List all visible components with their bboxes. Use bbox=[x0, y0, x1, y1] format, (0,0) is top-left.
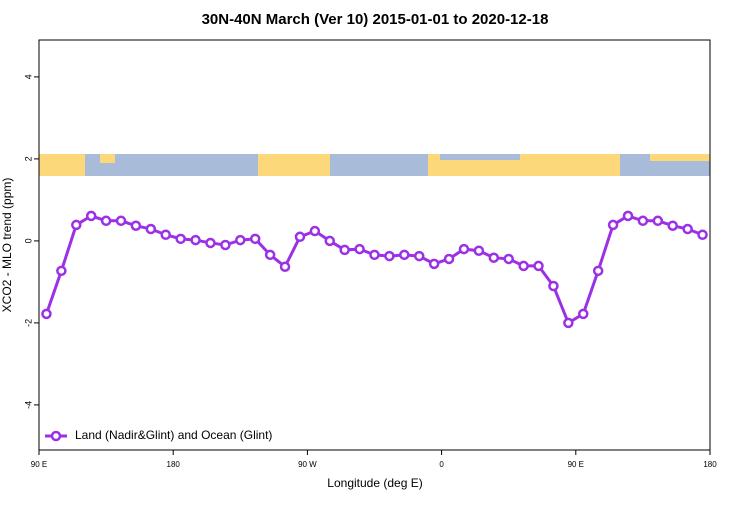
y-tick-label: 0 bbox=[23, 238, 33, 243]
point bbox=[607, 219, 619, 231]
land-band bbox=[39, 154, 85, 176]
x-tick-label: 180 bbox=[703, 460, 717, 469]
point bbox=[563, 317, 574, 329]
land-band bbox=[258, 154, 330, 176]
point bbox=[339, 244, 350, 256]
point bbox=[71, 219, 82, 231]
point bbox=[100, 215, 112, 227]
point bbox=[354, 243, 365, 255]
point bbox=[399, 249, 410, 261]
land-band bbox=[650, 154, 710, 161]
legend-label: Land (Nadir&Glint) and Ocean (Glint) bbox=[75, 428, 272, 442]
point bbox=[384, 250, 395, 262]
point bbox=[697, 229, 708, 240]
point bbox=[264, 249, 276, 261]
point bbox=[205, 237, 216, 249]
point bbox=[369, 249, 380, 261]
y-tick-label: 4 bbox=[23, 74, 33, 79]
x-tick-label: 90 E bbox=[568, 460, 584, 469]
point bbox=[235, 234, 246, 246]
y-tick-label: 2 bbox=[23, 156, 33, 161]
point bbox=[220, 239, 231, 251]
point bbox=[428, 258, 440, 270]
point bbox=[190, 234, 201, 246]
point bbox=[682, 223, 693, 235]
point bbox=[578, 308, 589, 320]
point bbox=[503, 253, 514, 265]
map-strip bbox=[39, 154, 710, 176]
y-axis-label: XCO2 - MLO trend (ppm) bbox=[0, 178, 14, 313]
series-line bbox=[45, 214, 704, 326]
point bbox=[413, 250, 425, 262]
x-tick-label: 90 E bbox=[31, 460, 47, 469]
x-tick-label: 0 bbox=[439, 460, 444, 469]
legend-marker bbox=[50, 430, 62, 442]
point bbox=[667, 220, 678, 231]
point bbox=[637, 215, 649, 227]
point bbox=[160, 229, 171, 240]
sea-band bbox=[440, 154, 520, 160]
land-band bbox=[100, 154, 115, 163]
point bbox=[592, 265, 604, 277]
x-axis-label: Longitude (deg E) bbox=[327, 476, 422, 490]
point bbox=[175, 233, 186, 245]
x-tick-label: 90 W bbox=[298, 460, 317, 469]
x-tick-label: 180 bbox=[167, 460, 181, 469]
point bbox=[652, 215, 664, 227]
point bbox=[145, 223, 157, 235]
point bbox=[473, 245, 485, 256]
point bbox=[518, 260, 529, 272]
point bbox=[458, 243, 470, 255]
point bbox=[324, 235, 336, 247]
point bbox=[309, 225, 321, 237]
plot-frame bbox=[38, 39, 711, 451]
y-tick-label: -2 bbox=[23, 319, 33, 327]
point bbox=[548, 280, 559, 292]
point bbox=[85, 210, 97, 222]
point bbox=[622, 210, 634, 222]
point bbox=[443, 253, 455, 265]
point bbox=[279, 261, 291, 272]
point bbox=[41, 308, 52, 320]
point bbox=[249, 233, 261, 245]
y-tick-label: -4 bbox=[23, 401, 33, 409]
point bbox=[130, 220, 142, 231]
chart-title: 30N-40N March (Ver 10) 2015-01-01 to 202… bbox=[202, 11, 549, 28]
point bbox=[488, 252, 500, 263]
point bbox=[56, 265, 67, 277]
point bbox=[533, 260, 544, 272]
point bbox=[115, 215, 127, 227]
point bbox=[294, 231, 306, 243]
